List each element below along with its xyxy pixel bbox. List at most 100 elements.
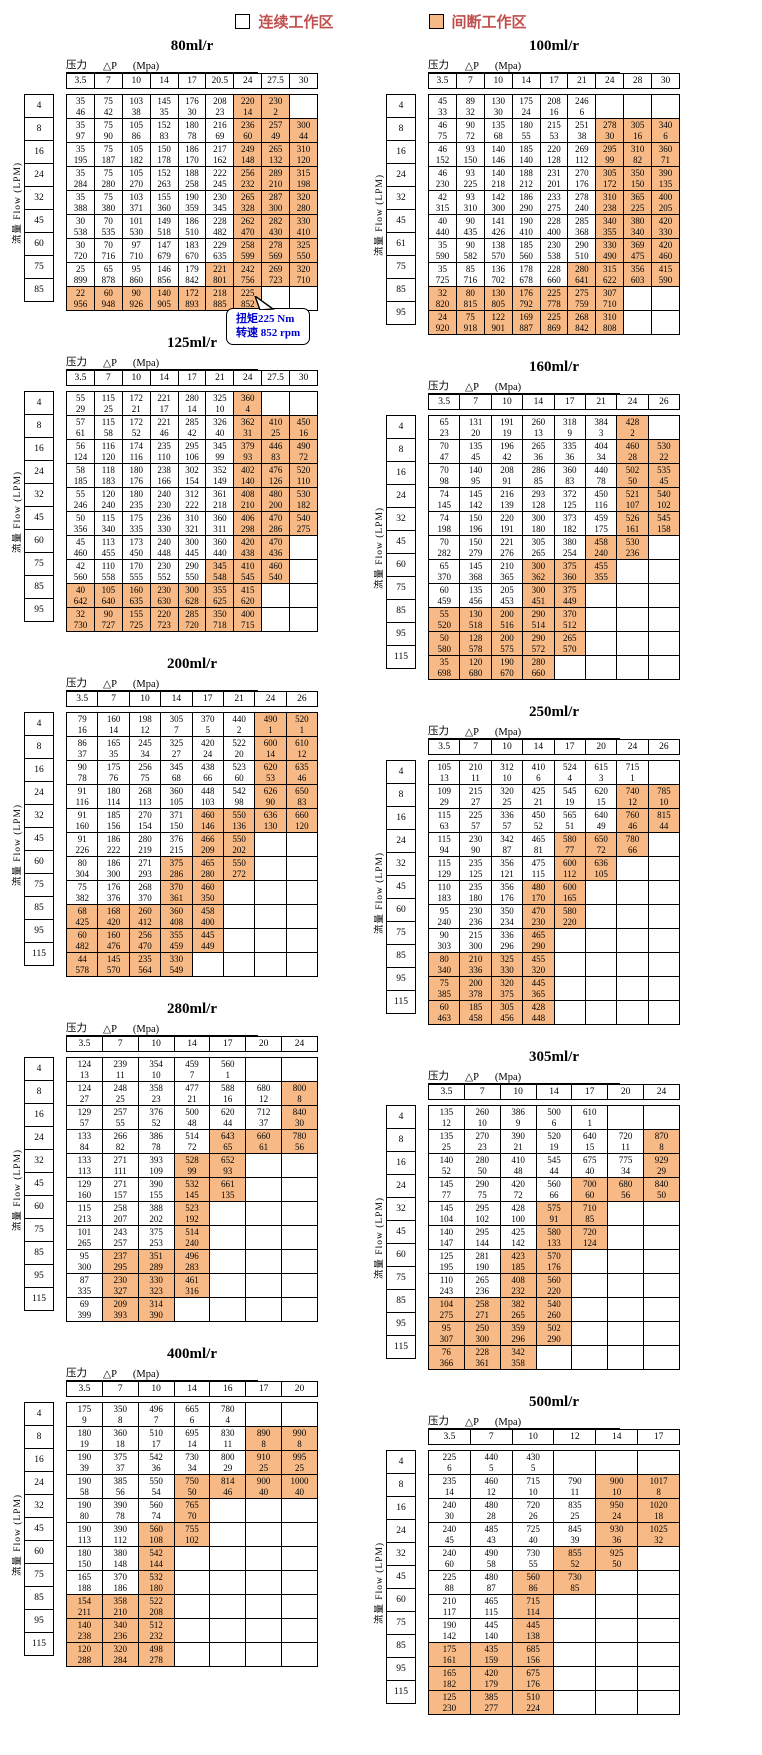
speed-value: 115 [484,1606,498,1617]
data-cell: 258 599 [233,238,263,263]
table-body: 流量 Flow (LPM) 4 8 16 24 32 45 60 75 85 95 115 65 23 13… [370,415,688,680]
speed-value: 360 [157,202,171,213]
speed-value: 160 [75,820,89,831]
torque-value: 220 [500,513,514,523]
data-cell: 400 715 [233,607,263,632]
data-cell: 380 148 [101,1546,139,1571]
data-cell [616,1000,649,1025]
speed-value: 801 [213,274,227,285]
speed-value: 140 [240,475,255,486]
data-cell: 326 40 [205,415,235,440]
flow-header-cell: 16 [24,1448,54,1472]
speed-value: 535 [101,226,116,237]
torque-value: 350 [630,168,645,178]
data-cell: 89 32 [455,94,485,119]
speed-value: 956 [73,298,88,309]
data-cell: 900 40 [245,1474,283,1499]
torque-value: 258 [475,1299,490,1309]
torque-value: 310 [630,144,645,154]
speed-value: 852 rpm [260,327,301,339]
speed-value: 2 [273,106,278,117]
pressure-header-cell: 14 [149,370,179,386]
flow-header-cell: 45 [386,875,416,899]
speed-value: 220 [547,1285,561,1296]
pressure-header-cell: 14 [173,1381,211,1397]
torque-value: 380 [630,216,645,226]
data-cell: 150 196 [459,511,492,536]
speed-value: 805 [491,298,505,309]
data-cell: 190 80 [66,1498,103,1523]
data-cell: 215 53 [539,118,569,143]
torque-value: 70 [439,441,449,451]
data-cell: 179 842 [177,262,207,287]
data-cell: 275 759 [567,286,597,311]
speed-value: 723 [157,619,171,630]
speed-value: 95 [471,475,481,486]
speed-value: 176 [500,892,514,903]
torque-value: 490 [484,1548,498,1558]
data-cell: 220 723 [149,607,179,632]
torque-value: 115 [101,417,115,427]
data-cell [607,1321,645,1346]
data-cell: 307 710 [595,286,625,311]
torque-value: 75 [103,144,113,154]
torque-value: 176 [106,882,121,892]
data-cell: 110 243 [428,1273,465,1298]
torque-value: 760 [625,810,640,820]
speed-value: 725 [435,274,450,285]
speed-value: 253 [149,1237,163,1248]
speed-value: 815 [463,298,478,309]
torque-value: 210 [468,954,483,964]
data-cell: 243 257 [101,1225,139,1250]
torque-value: 110 [437,882,451,892]
torque-value: 93 [465,192,475,202]
pressure-header-cell: 3.5 [427,394,461,410]
data-cell: 320 25 [490,784,524,809]
table-block-280ml-r: 280ml/r 压力 △P (Mpa) 3.5 7 10 14 17 20 24 流量 Flow (L… [8,1001,326,1322]
speed-value: 25 [271,427,281,438]
table-title: 250ml/r [529,704,579,720]
torque-value: 46 [437,168,447,178]
speed-value: 265 [531,547,546,558]
data-cell [647,1000,681,1025]
speed-value: 180 [149,1582,163,1593]
data-cell [553,1450,597,1475]
torque-value: 390 [113,1524,128,1534]
speed-value: 82 [633,154,643,165]
torque-value: 520 [296,465,311,475]
data-cell: 97 710 [121,238,151,263]
speed-value: 21 [513,1141,523,1152]
pressure-header-cell: 7 [93,73,123,89]
data-cell [245,1201,283,1226]
data-cell: 173 450 [121,535,151,560]
torque-value: 650 [295,786,309,796]
torque-value: 188 [519,168,533,178]
data-cell [647,607,681,632]
torque-value: 460 [200,882,215,892]
speed-value: 60 [243,130,253,141]
torque-value: 376 [149,1107,163,1117]
data-cell: 75 918 [455,310,485,335]
data-cell: 540 275 [289,511,318,536]
flow-header-column: 4 8 16 24 32 45 60 75 85 95 115 [24,1402,54,1667]
torque-value: 459 [185,1059,199,1069]
pressure-header-cell: 24 [233,370,263,386]
torque-value: 530 [625,537,640,547]
torque-value: 30 [75,240,85,250]
data-cell: 930 36 [595,1522,639,1547]
speed-value: 887 [519,322,533,333]
data-cell: 216 69 [205,118,235,143]
data-cell: 186 170 [177,142,207,167]
data-cell [643,1345,680,1370]
table-row: 95 240 230 236 350 234 470 230 580 220 [427,904,681,929]
data-cell: 430 5 [511,1450,555,1475]
data-cell: 360 4 [233,391,263,416]
data-cell [553,1000,586,1025]
speed-value: 276 [500,547,514,558]
data-cell: 93 225 [455,166,485,191]
data-cell: 70 282 [427,535,461,560]
torque-value: 359 [511,1323,525,1333]
torque-value: 95 [131,264,141,274]
torque-value: 428 [511,1203,525,1213]
torque-value: 580 [562,906,577,916]
